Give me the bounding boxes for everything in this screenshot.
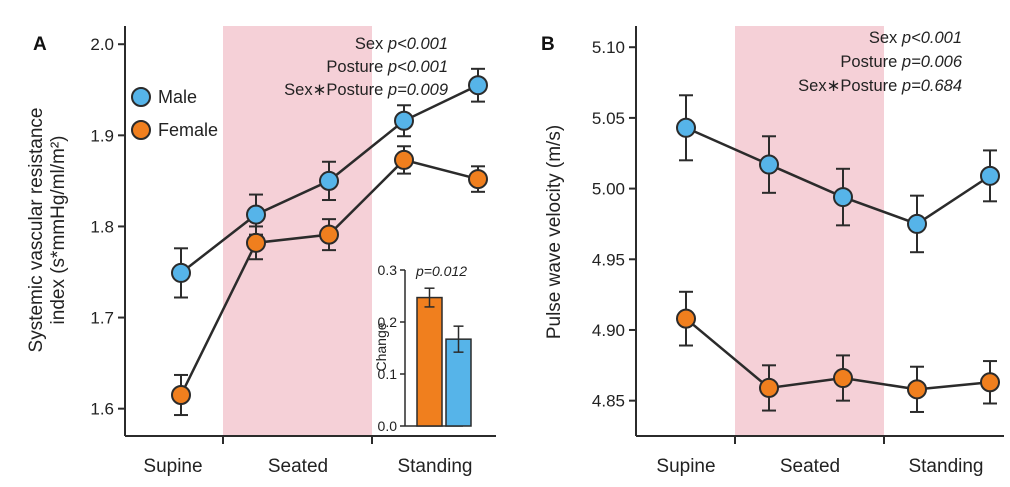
panel-b-stat-interaction: Sex∗Posture p=0.684: [798, 77, 962, 95]
panel-b-stat-posture: Posture p=0.006: [840, 53, 962, 71]
inset-errorbar-male: [453, 325, 464, 353]
panel-a-stat-interaction-label: Sex∗Posture: [284, 81, 383, 99]
inset-ytick-label: 0.2: [378, 314, 398, 330]
panel-a-stat-interaction: Sex∗Posture p=0.009: [284, 81, 448, 99]
panel-a-ytick-label: 1.6: [90, 400, 114, 419]
legend-female-marker: [131, 120, 151, 140]
panel-a-female-point: [246, 232, 266, 253]
inset-errorbar-female: [424, 287, 435, 308]
panel-b-ytick-label: 5.10: [592, 38, 625, 57]
panel-a-male-point: [171, 262, 191, 283]
panel-b-stat-posture-p: p=0.006: [901, 53, 963, 71]
panel-b-female-point: [833, 368, 853, 389]
panel-a-stat-interaction-p: p=0.009: [387, 81, 448, 99]
panel-a-ytick-label: 1.9: [90, 126, 114, 145]
panel-b-stat-posture-label: Posture: [840, 53, 897, 71]
panel-b-ytick-label: 4.90: [592, 321, 625, 340]
inset-bar-female: [416, 296, 443, 427]
panel-b-xcat-seated: Seated: [780, 456, 840, 477]
legend: Male Female: [131, 87, 218, 140]
panel-b-female-point: [980, 372, 1000, 393]
panel-b-male-point: [907, 213, 927, 234]
panel-b-ylabel: Pulse wave velocity (m/s): [544, 125, 565, 339]
panel-b-stat-sex: Sex p<0.001: [869, 29, 962, 47]
legend-male-marker: [131, 87, 151, 107]
panel-a-xcat-seated: Seated: [268, 456, 328, 477]
panel-b-series: [676, 94, 1000, 413]
panel-b: B Pulse wave velocity (m/s) 4.85 4.90 4.95…: [541, 26, 1004, 477]
panel-a-stat-posture-label: Posture: [326, 58, 383, 76]
panel-a-xcat-standing: Standing: [397, 456, 472, 477]
panel-b-ytick-label: 5.00: [592, 180, 625, 199]
panel-a-male-point: [468, 75, 488, 96]
panel-b-xcat-standing: Standing: [908, 456, 983, 477]
panel-a-female-point: [468, 169, 488, 190]
inset-ytick-label: 0.1: [378, 366, 398, 382]
panel-a-stat-sex-p: p<0.001: [387, 35, 448, 53]
panel-a-ylabel-line1: Systemic vascular resistance: [26, 108, 47, 353]
panel-b-ytick-label: 5.05: [592, 109, 625, 128]
inset-ytick-label: 0.0: [378, 418, 398, 434]
panel-b-yticks: 4.85 4.90 4.95 5.00 5.05 5.10: [592, 38, 636, 411]
panel-b-stat-interaction-p: p=0.684: [901, 77, 962, 95]
panel-b-ytick-label: 4.95: [592, 250, 625, 269]
panel-a-ylabel-line2: index (s*mmHg/ml/m²): [48, 136, 69, 325]
panel-a-male-point: [319, 170, 339, 191]
panel-a-shaded-region: [223, 26, 372, 436]
panel-a-series: [171, 67, 488, 417]
panel-b-letter: B: [541, 34, 555, 55]
panel-a-female-point: [171, 385, 191, 405]
panel-a-stat-sex: Sex p<0.001: [355, 35, 448, 53]
inset-bars: [416, 287, 472, 427]
panel-a-female-point: [394, 149, 414, 170]
panel-a-letter: A: [33, 34, 47, 55]
panel-b-female-point: [759, 377, 779, 398]
panel-a-ytick-label: 2.0: [90, 35, 114, 54]
panel-a-yticks: 1.6 1.7 1.8 1.9 2.0: [90, 35, 125, 419]
panel-a-stat-posture: Posture p<0.001: [326, 58, 448, 76]
panel-a-female-point: [319, 224, 339, 245]
inset-p-value: p=0.012: [415, 263, 467, 279]
panel-b-female-point: [676, 308, 696, 329]
panel-b-xcat-supine: Supine: [656, 456, 715, 477]
panel-a-ylabel: Systemic vascular resistance index (s*mm…: [26, 108, 69, 353]
panel-b-stat-sex-label: Sex: [869, 29, 898, 47]
panel-a-ytick-label: 1.7: [90, 309, 114, 328]
panel-b-male-point: [676, 117, 696, 138]
panel-a-male-point: [394, 110, 414, 131]
inset-yticks: 0.0 0.1 0.2 0.3: [378, 262, 405, 434]
panel-a-stats: Sex p<0.001 Posture p<0.001 Sex∗Posture …: [284, 35, 448, 99]
panel-b-male-point: [759, 154, 779, 175]
panel-b-male-point: [980, 165, 1000, 186]
legend-male-label: Male: [158, 87, 197, 107]
panel-b-stat-sex-p: p<0.001: [901, 29, 962, 47]
legend-female-label: Female: [158, 120, 218, 140]
panel-a-xcat-supine: Supine: [143, 456, 202, 477]
inset-chart: p=0.012 Change 0.0 0.1 0.2 0.3: [373, 262, 472, 434]
panel-b-stat-interaction-label: Sex∗Posture: [798, 77, 897, 95]
panel-b-female-point: [907, 379, 927, 400]
panel-a-ytick-label: 1.8: [90, 217, 114, 236]
inset-ylabel: Change: [373, 322, 389, 371]
panel-b-male-point: [833, 187, 853, 208]
panel-a-stat-posture-p: p<0.001: [387, 58, 448, 76]
inset-bar-male: [445, 338, 472, 427]
panel-b-stats: Sex p<0.001 Posture p=0.006 Sex∗Posture …: [798, 29, 963, 95]
panel-b-shaded-region: [735, 26, 884, 436]
panel-a-stat-sex-label: Sex: [355, 35, 384, 53]
inset-ytick-label: 0.3: [378, 262, 398, 278]
panel-a: A Systemic vascular resistance index (s*…: [26, 26, 496, 477]
panel-b-ytick-label: 4.85: [592, 392, 625, 411]
panel-a-male-point: [246, 204, 266, 225]
